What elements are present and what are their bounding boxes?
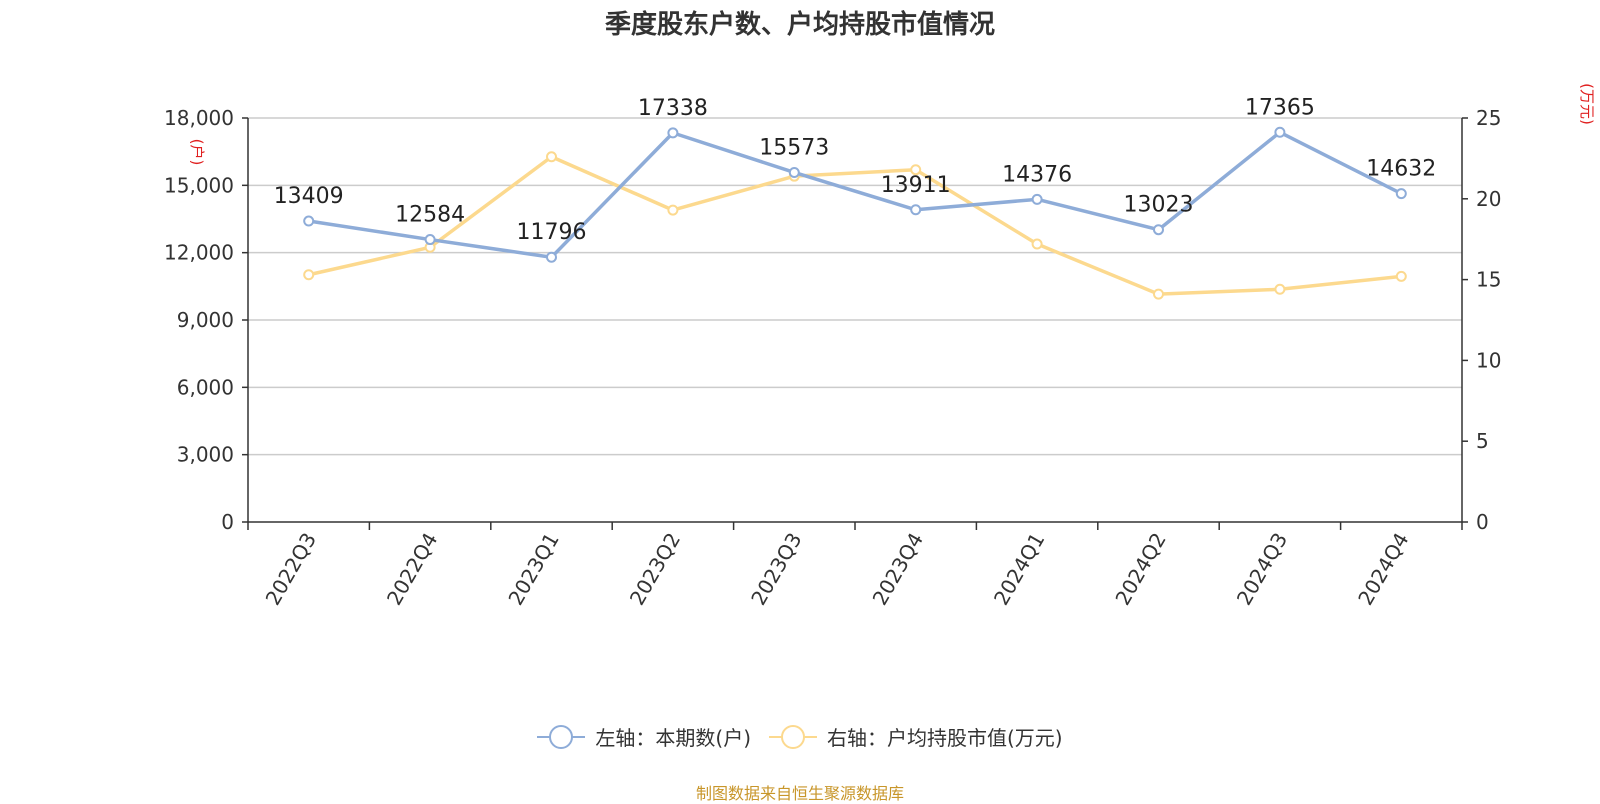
right-axis-tick-label: 10 (1476, 348, 1501, 372)
data-label-shareholders: 15573 (759, 135, 829, 160)
left-axis-tick-label: 6,000 (177, 375, 234, 399)
data-point-shareholders (1031, 193, 1043, 205)
data-label-shareholders: 14376 (1002, 162, 1072, 187)
x-axis-tick-label: 2023Q4 (868, 529, 928, 610)
x-axis-tick-label: 2024Q1 (989, 529, 1049, 610)
left-axis-tick-label: 9,000 (177, 308, 234, 332)
data-label-shareholders: 11796 (517, 220, 587, 245)
data-point-shareholders (303, 215, 315, 227)
data-point-shareholders (667, 127, 679, 139)
right-axis-tick-label: 20 (1476, 187, 1501, 211)
chart-legend: 左轴：本期数(户) 右轴：户均持股市值(万元) (0, 722, 1600, 751)
data-label-shareholders: 17338 (638, 96, 708, 121)
data-point-shareholders (1153, 224, 1164, 236)
data-point-shareholders (424, 234, 436, 246)
data-point-shareholders (788, 166, 800, 178)
x-axis-tick-label: 2023Q2 (625, 529, 685, 610)
left-axis-tick-label: 18,000 (164, 106, 234, 130)
right-axis-tick-label: 5 (1476, 429, 1489, 453)
legend-label-left: 左轴：本期数(户) (595, 726, 751, 750)
right-axis-tick-label: 15 (1476, 268, 1501, 292)
left-axis-tick-label: 3,000 (177, 443, 234, 467)
data-label-shareholders: 13023 (1124, 193, 1194, 218)
data-source-note: 制图数据来自恒生聚源数据库 (695, 784, 904, 803)
x-axis-tick-label: 2022Q3 (261, 529, 321, 610)
legend-item-left-axis[interactable]: 左轴：本期数(户) (537, 722, 751, 751)
left-axis-tick-label: 12,000 (164, 241, 234, 265)
legend-series-icon (769, 724, 817, 749)
series-line-avg-holding-value (308, 155, 1402, 296)
right-axis-tick-label: 0 (1476, 510, 1489, 534)
right-axis-tick-label: 25 (1476, 106, 1501, 130)
data-label-shareholders: 13409 (274, 184, 344, 209)
data-label-shareholders: 13911 (881, 173, 951, 198)
data-point-avg-holding-value (1153, 288, 1164, 300)
x-axis-tick-label: 2024Q2 (1110, 529, 1170, 610)
x-axis-tick-label: 2024Q3 (1232, 529, 1292, 610)
left-axis-unit-label: (户) (188, 139, 206, 166)
data-point-avg-holding-value (1395, 270, 1407, 282)
data-point-shareholders (1395, 188, 1407, 200)
data-point-avg-holding-value (303, 269, 315, 281)
chart-title: 季度股东户数、户均持股市值情况 (604, 10, 995, 40)
series-line-shareholders (308, 130, 1403, 259)
data-point-shareholders (910, 204, 922, 216)
data-point-shareholders (546, 251, 557, 263)
left-axis-tick-label: 0 (221, 510, 234, 534)
x-axis-tick-label: 2022Q4 (382, 529, 442, 610)
data-point-avg-holding-value (667, 204, 679, 216)
data-label-shareholders: 17365 (1245, 95, 1315, 120)
x-axis-tick-label: 2023Q1 (503, 529, 563, 610)
legend-label-right: 右轴：户均持股市值(万元) (827, 726, 1063, 750)
left-axis-tick-label: 15,000 (164, 173, 234, 197)
x-axis-tick-label: 2023Q3 (746, 529, 806, 610)
data-point-shareholders (1274, 126, 1286, 138)
x-axis-tick-label: 2024Q4 (1353, 529, 1413, 610)
right-axis-unit-label: (万元) (1578, 83, 1596, 125)
data-point-avg-holding-value (1274, 283, 1286, 295)
legend-item-right-axis[interactable]: 右轴：户均持股市值(万元) (769, 722, 1063, 751)
legend-series-icon (537, 724, 586, 749)
data-point-avg-holding-value (1031, 238, 1043, 250)
data-label-shareholders: 12584 (395, 203, 465, 228)
data-point-avg-holding-value (910, 164, 922, 176)
data-label-shareholders: 14632 (1366, 157, 1436, 182)
data-point-avg-holding-value (546, 151, 557, 163)
